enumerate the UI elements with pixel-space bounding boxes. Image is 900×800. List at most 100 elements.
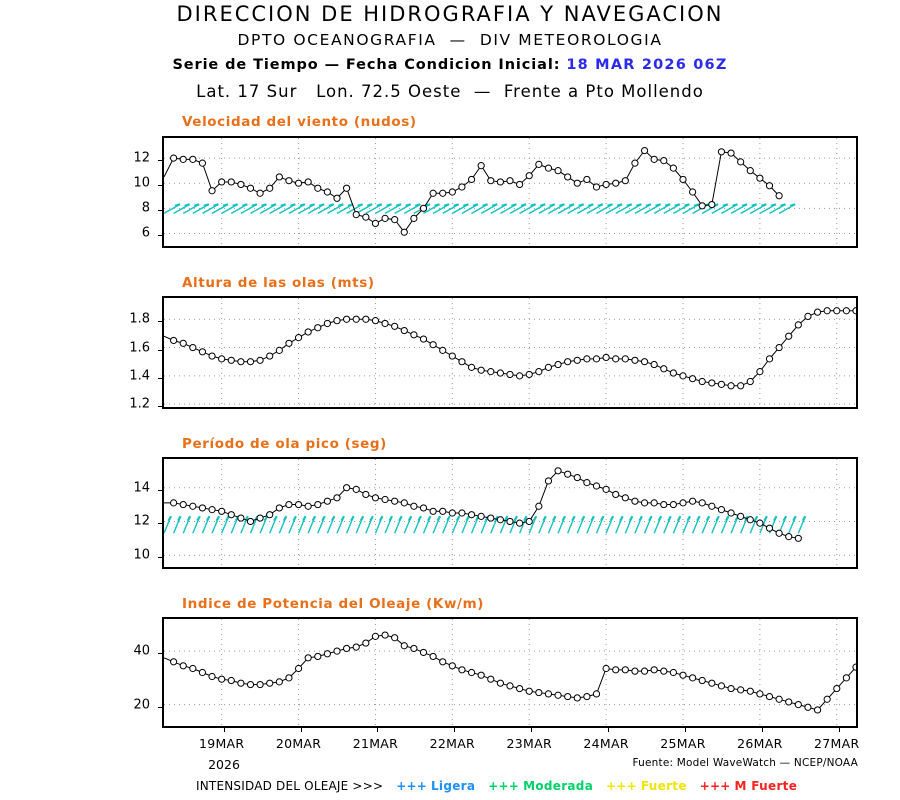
data-point-marker [823,307,831,315]
data-point-marker [631,667,639,675]
wind-barb [202,203,219,214]
wind-barb [355,203,373,214]
x-axis-label: 23MAR [506,736,552,751]
legend-label-ligera: Ligera [430,779,476,793]
data-point-marker [852,663,856,671]
wind-barb [769,203,786,214]
data-point-marker [352,211,360,219]
wind-barb [365,515,374,534]
wind-barb [567,203,585,214]
wind-barb [250,203,267,214]
data-point-marker [554,691,562,699]
y-axis-label: 12 [133,150,150,166]
data-point-marker [669,500,677,509]
data-point-marker [785,533,793,541]
data-point-marker [640,358,649,366]
data-point-marker [189,155,197,163]
data-point-marker [698,499,706,507]
data-point-marker [554,467,562,475]
data-point-marker [448,352,456,360]
data-point-marker [640,146,649,155]
data-point-marker [266,511,274,519]
data-point-marker [727,684,735,693]
data-point-marker [381,495,389,504]
data-point-marker [708,679,716,687]
wind-barb [355,515,365,534]
data-point-marker [583,175,591,184]
plot-area-wind-speed [164,138,856,246]
data-point-marker [448,188,456,196]
y-axis-tick [158,210,164,212]
x-axis-tick [223,726,225,732]
intensity-legend: INTENSIDAD DEL OLEAJE >>> +++ Ligera +++ M… [196,779,797,793]
data-point-marker [669,369,677,377]
wind-barb [317,203,335,214]
wind-barb [749,515,759,534]
data-point-marker [410,502,418,510]
data-point-marker [381,631,389,639]
data-point-marker [323,319,331,328]
data-point-marker [256,514,264,522]
y-axis-tick [158,406,164,408]
wind-barb [182,515,192,534]
data-point-marker [573,694,581,702]
data-point-marker [689,188,697,196]
data-point-marker [314,652,322,661]
data-point-marker [227,676,235,685]
x-axis-label: 22MAR [429,736,476,751]
data-point-marker [544,690,553,698]
data-point-marker [833,684,841,693]
wind-barb [643,515,653,534]
y-axis-tick [158,489,164,491]
data-point-marker [592,183,601,191]
data-point-marker [737,686,745,694]
data-point-marker [227,511,235,519]
legend-label-fuerte: Fuerte [640,779,687,793]
initial-condition-date: 18 MAR 2026 06Z [566,57,728,73]
y-axis-label: 10 [133,175,150,191]
wind-barb [576,515,586,534]
wind-barb [595,515,605,534]
data-point-marker [592,355,601,363]
wind-barb [451,515,461,534]
wind-barb [721,203,738,214]
wind-barb [164,203,181,214]
data-point-marker [554,360,562,369]
data-point-marker [746,516,754,524]
data-point-marker [285,674,293,682]
wind-barb [422,515,432,534]
data-point-marker [727,382,735,390]
data-point-marker [419,504,428,512]
wind-barb [500,203,517,214]
wind-barb [596,203,613,214]
data-point-marker [612,666,620,674]
data-point-marker [218,355,226,363]
data-point-marker [602,664,610,673]
data-point-marker [660,500,668,509]
wind-barb [442,203,460,214]
data-point-marker [631,497,639,505]
data-point-marker [170,499,178,507]
data-point-marker [775,343,783,352]
wind-barb [644,203,661,214]
data-point-marker [400,642,408,650]
data-point-marker [842,307,850,315]
data-point-marker [477,162,485,170]
data-point-marker [189,502,197,510]
x-axis-tick [838,726,840,732]
data-point-marker [621,177,629,185]
panel-wind-speed [158,136,858,248]
wind-barb [307,515,317,534]
data-point-marker [352,315,360,323]
data-point-marker [237,358,245,366]
y-axis-label: 8 [141,200,150,216]
panel-title-wave-power: Indice de Potencia del Oleaje (Kw/m) [182,596,485,612]
data-point-marker [371,219,380,228]
wind-barb [384,203,402,214]
data-point-marker [467,668,476,677]
data-point-marker [294,500,303,509]
wind-barb [759,203,777,214]
wind-barb [423,203,440,214]
data-point-marker [698,202,706,210]
wind-barb [548,203,565,214]
